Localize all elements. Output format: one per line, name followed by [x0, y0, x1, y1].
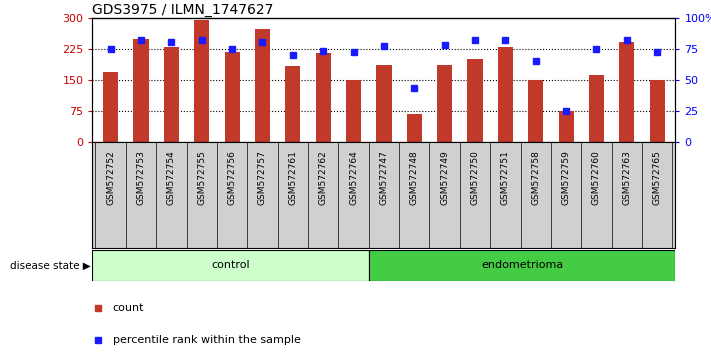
Text: count: count [113, 303, 144, 313]
Text: GSM572763: GSM572763 [622, 150, 631, 205]
Text: GSM572756: GSM572756 [228, 150, 237, 205]
Text: GSM572760: GSM572760 [592, 150, 601, 205]
Text: GSM572761: GSM572761 [289, 150, 297, 205]
Text: GSM572749: GSM572749 [440, 150, 449, 205]
Bar [103, 72, 118, 142]
Bar [559, 110, 574, 142]
Bar [437, 65, 452, 142]
Bar [498, 47, 513, 142]
Text: control: control [211, 261, 250, 270]
Text: endometrioma: endometrioma [481, 261, 563, 270]
Text: GSM572750: GSM572750 [471, 150, 479, 205]
Bar [92, 250, 368, 281]
Bar [376, 65, 392, 142]
Bar [255, 29, 270, 142]
Bar [225, 52, 240, 142]
Bar [164, 47, 179, 142]
Text: percentile rank within the sample: percentile rank within the sample [113, 335, 301, 345]
Bar [134, 39, 149, 142]
Bar [194, 20, 209, 142]
Bar [589, 75, 604, 142]
Text: GSM572751: GSM572751 [501, 150, 510, 205]
Text: GSM572747: GSM572747 [380, 150, 388, 205]
Bar [650, 80, 665, 142]
Bar [528, 80, 543, 142]
Text: GDS3975 / ILMN_1747627: GDS3975 / ILMN_1747627 [92, 3, 274, 17]
Bar [407, 114, 422, 142]
Text: GSM572759: GSM572759 [562, 150, 571, 205]
Text: GSM572753: GSM572753 [137, 150, 146, 205]
Text: GSM572757: GSM572757 [258, 150, 267, 205]
Bar [285, 65, 301, 142]
Bar [619, 42, 634, 142]
Text: GSM572748: GSM572748 [410, 150, 419, 205]
Text: GSM572765: GSM572765 [653, 150, 662, 205]
Text: GSM572752: GSM572752 [106, 150, 115, 205]
Text: GSM572764: GSM572764 [349, 150, 358, 205]
Bar [368, 250, 675, 281]
Text: disease state ▶: disease state ▶ [10, 261, 90, 270]
Bar [467, 59, 483, 142]
Text: GSM572755: GSM572755 [197, 150, 206, 205]
Bar [346, 80, 361, 142]
Text: GSM572758: GSM572758 [531, 150, 540, 205]
Text: GSM572762: GSM572762 [319, 150, 328, 205]
Text: GSM572754: GSM572754 [167, 150, 176, 205]
Bar [316, 53, 331, 142]
